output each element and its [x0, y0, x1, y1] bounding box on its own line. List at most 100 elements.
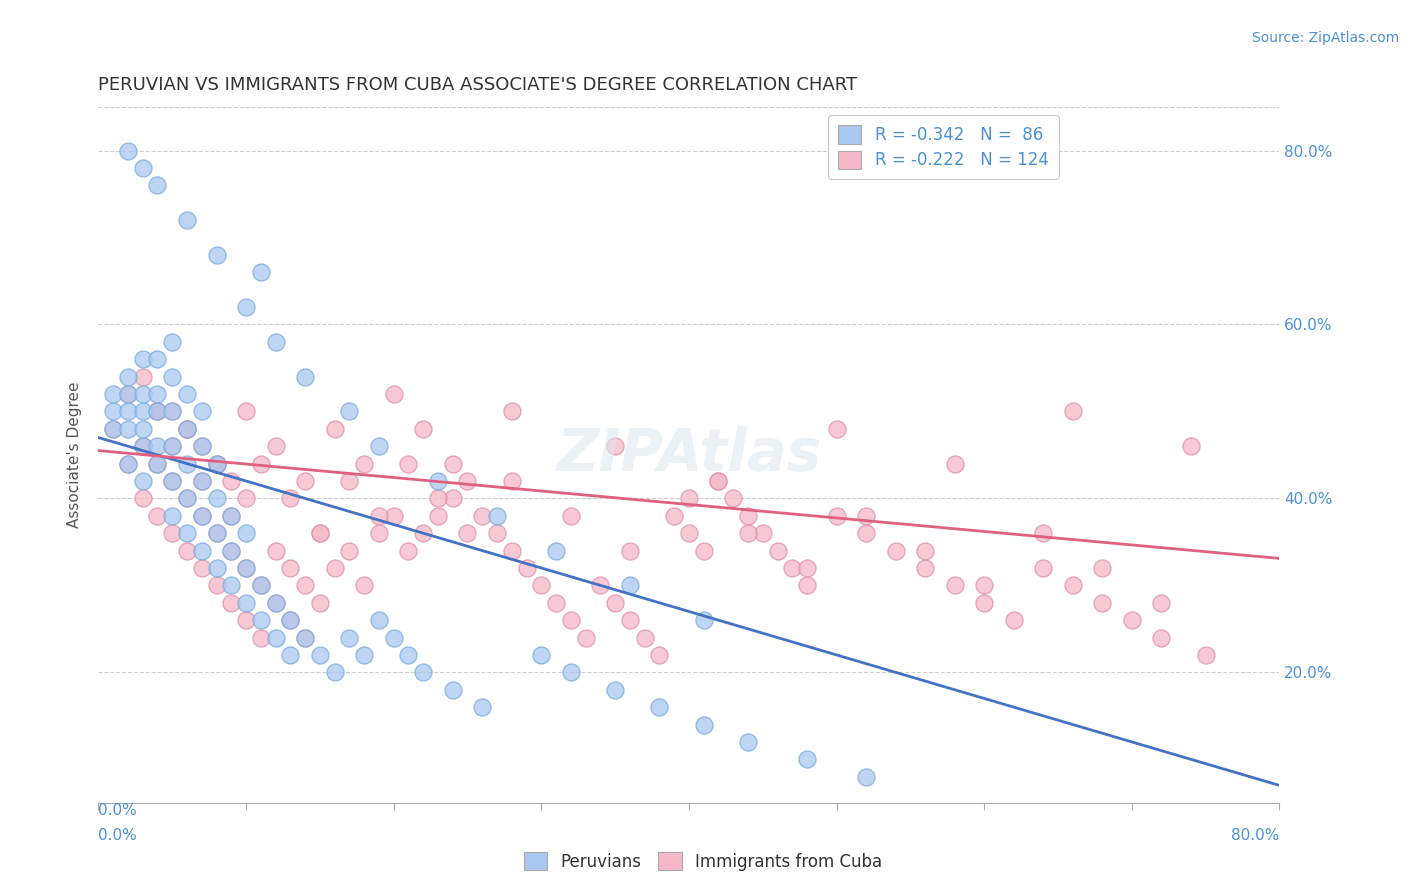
- Point: [176, 422, 198, 436]
- Point: [117, 404, 139, 418]
- Point: [648, 648, 671, 662]
- Point: [132, 369, 155, 384]
- Point: [176, 543, 198, 558]
- Point: [146, 508, 169, 523]
- Point: [546, 543, 568, 558]
- Point: [855, 508, 877, 523]
- Point: [457, 526, 479, 541]
- Point: [162, 474, 183, 488]
- Legend: Peruvians, Immigrants from Cuba: Peruvians, Immigrants from Cuba: [516, 844, 890, 880]
- Point: [382, 508, 405, 523]
- Point: [264, 439, 287, 453]
- Point: [501, 543, 523, 558]
- Point: [501, 404, 523, 418]
- Point: [132, 352, 155, 367]
- Point: [103, 422, 125, 436]
- Point: [162, 334, 183, 349]
- Point: [146, 404, 169, 418]
- Point: [162, 439, 183, 453]
- Point: [1091, 596, 1114, 610]
- Point: [280, 613, 302, 627]
- Point: [250, 578, 273, 592]
- Point: [264, 596, 287, 610]
- Point: [943, 578, 966, 592]
- Point: [162, 526, 183, 541]
- Point: [250, 265, 273, 279]
- Point: [162, 404, 183, 418]
- Point: [221, 543, 243, 558]
- Point: [973, 578, 995, 592]
- Point: [560, 665, 582, 680]
- Point: [737, 735, 759, 749]
- Point: [309, 526, 332, 541]
- Point: [280, 561, 302, 575]
- Point: [619, 578, 641, 592]
- Point: [678, 526, 700, 541]
- Point: [176, 491, 198, 506]
- Point: [707, 474, 730, 488]
- Point: [398, 543, 420, 558]
- Point: [634, 631, 657, 645]
- Point: [191, 543, 214, 558]
- Point: [132, 387, 155, 401]
- Point: [235, 561, 257, 575]
- Point: [146, 439, 169, 453]
- Point: [191, 404, 214, 418]
- Point: [176, 526, 198, 541]
- Point: [1002, 613, 1025, 627]
- Point: [205, 561, 228, 575]
- Point: [176, 387, 198, 401]
- Point: [737, 526, 759, 541]
- Point: [664, 508, 686, 523]
- Point: [132, 161, 155, 175]
- Point: [235, 300, 257, 314]
- Point: [1121, 613, 1143, 627]
- Point: [382, 631, 405, 645]
- Point: [176, 457, 198, 471]
- Point: [855, 526, 877, 541]
- Point: [132, 491, 155, 506]
- Point: [221, 578, 243, 592]
- Point: [235, 613, 257, 627]
- Text: Source: ZipAtlas.com: Source: ZipAtlas.com: [1251, 31, 1399, 45]
- Point: [146, 457, 169, 471]
- Point: [693, 717, 716, 731]
- Point: [146, 404, 169, 418]
- Point: [825, 508, 848, 523]
- Point: [221, 596, 243, 610]
- Point: [427, 491, 450, 506]
- Point: [176, 422, 198, 436]
- Point: [162, 439, 183, 453]
- Point: [117, 387, 139, 401]
- Point: [825, 422, 848, 436]
- Point: [250, 631, 273, 645]
- Point: [205, 526, 228, 541]
- Point: [235, 404, 257, 418]
- Point: [117, 422, 139, 436]
- Point: [132, 422, 155, 436]
- Point: [441, 491, 464, 506]
- Point: [235, 526, 257, 541]
- Point: [427, 474, 450, 488]
- Point: [162, 474, 183, 488]
- Point: [693, 543, 716, 558]
- Point: [205, 491, 228, 506]
- Y-axis label: Associate's Degree: Associate's Degree: [67, 382, 83, 528]
- Point: [471, 700, 494, 714]
- Point: [103, 422, 125, 436]
- Point: [605, 682, 627, 697]
- Point: [605, 439, 627, 453]
- Point: [619, 543, 641, 558]
- Point: [441, 457, 464, 471]
- Point: [221, 474, 243, 488]
- Point: [914, 543, 936, 558]
- Point: [1195, 648, 1218, 662]
- Point: [191, 439, 214, 453]
- Point: [752, 526, 775, 541]
- Point: [339, 631, 361, 645]
- Point: [294, 631, 316, 645]
- Point: [176, 213, 198, 227]
- Point: [309, 648, 332, 662]
- Point: [441, 682, 464, 697]
- Text: PERUVIAN VS IMMIGRANTS FROM CUBA ASSOCIATE'S DEGREE CORRELATION CHART: PERUVIAN VS IMMIGRANTS FROM CUBA ASSOCIA…: [98, 77, 858, 95]
